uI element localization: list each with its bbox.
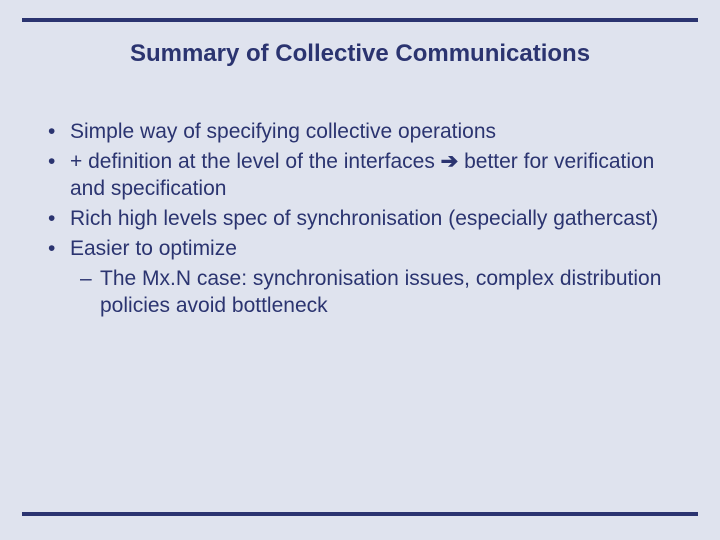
bullet-item: Rich high levels spec of synchronisation…: [42, 205, 690, 233]
bottom-rule: [22, 512, 698, 516]
bullet-text: Rich high levels spec of synchronisation…: [70, 207, 658, 230]
slide: Summary of Collective Communications Sim…: [0, 0, 720, 540]
slide-body: Simple way of specifying collective oper…: [42, 118, 690, 322]
top-rule: [22, 18, 698, 22]
arrow-icon: ➔: [441, 150, 459, 173]
bullet-item: Simple way of specifying collective oper…: [42, 118, 690, 146]
bullet-item: + definition at the level of the interfa…: [42, 148, 690, 203]
bullet-text: Simple way of specifying collective oper…: [70, 120, 496, 143]
slide-title: Summary of Collective Communications: [0, 40, 720, 68]
sub-bullet-text: The Mx.N case: synchronisation issues, c…: [100, 267, 661, 318]
sub-bullet-item: The Mx.N case: synchronisation issues, c…: [70, 265, 690, 320]
bullet-item: Easier to optimize The Mx.N case: synchr…: [42, 235, 690, 320]
bullet-text: Easier to optimize: [70, 237, 237, 260]
bullet-text-pre: + definition at the level of the interfa…: [70, 150, 441, 173]
sub-bullet-list: The Mx.N case: synchronisation issues, c…: [70, 265, 690, 320]
bullet-list: Simple way of specifying collective oper…: [42, 118, 690, 320]
